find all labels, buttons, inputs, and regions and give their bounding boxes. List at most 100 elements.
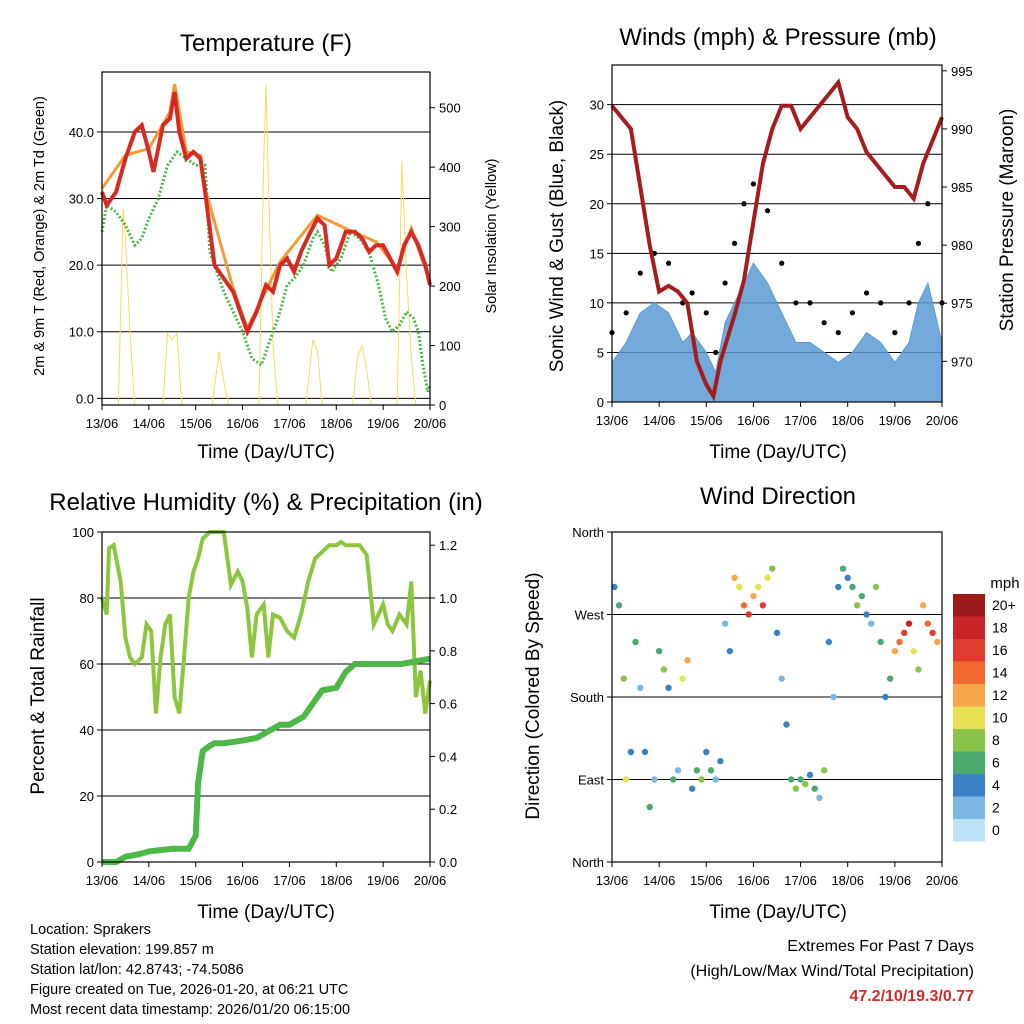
temp-xtick-label: 14/06 (133, 416, 166, 431)
direction-point (717, 757, 724, 765)
dir-xtick-label: 13/06 (596, 873, 629, 888)
direction-point (802, 780, 809, 788)
winds-title: Winds (mph) & Pressure (mb) (619, 24, 936, 51)
rh-xtick-label: 16/06 (226, 873, 259, 888)
direction-point (858, 592, 866, 600)
rh-xtick-label: 14/06 (133, 873, 166, 888)
winds-ylabel-left: Sonic Wind & Gust (Blue, Black) (547, 100, 568, 372)
temp-ytick-right-label: 100 (439, 339, 461, 354)
direction-point (693, 767, 701, 774)
temp-xtick-label: 15/06 (179, 416, 212, 431)
direction-point (688, 785, 696, 792)
rh-ytick-right-label: 0.4 (439, 749, 457, 764)
rh-ytick-label: 100 (72, 525, 94, 540)
direction-point (806, 771, 814, 779)
temperature-ylabel-left: 2m & 9m T (Red, Orange) & 2m Td (Green) (32, 96, 48, 376)
legend-label: 10 (992, 710, 1008, 726)
rh-xtick-label: 13/06 (86, 873, 119, 888)
legend-swatch (953, 639, 985, 662)
dir-ytick-label: South (570, 690, 604, 705)
wind-xtick-label: 14/06 (643, 413, 676, 428)
legend-swatch (953, 594, 985, 617)
direction-point (698, 776, 705, 783)
rh-xtick-label: 20/06 (414, 873, 447, 888)
direction-point (731, 574, 738, 582)
rh-xtick-label: 15/06 (179, 873, 212, 888)
dir-xtick-label: 15/06 (690, 873, 723, 888)
dir-frame (611, 531, 943, 863)
direction-point (670, 776, 677, 783)
legend-swatch (953, 729, 985, 752)
rh-ytick-right-label: 0.6 (439, 697, 457, 712)
direction-point (773, 629, 781, 637)
legend-swatch (953, 661, 985, 684)
wind-ytick-right-label: 975 (951, 296, 973, 311)
gust-point (637, 270, 643, 276)
direction-point (622, 776, 630, 783)
legend-swatch (953, 774, 985, 797)
wind-frame (611, 64, 943, 403)
direction-point (901, 629, 908, 637)
direction-point (882, 693, 889, 701)
winds-ylabel-right: Station Pressure (Maroon) (997, 109, 1018, 332)
winds-xlabel: Time (Day/UTC) (709, 442, 847, 463)
rh-ytick-right-label: 1.2 (439, 538, 457, 553)
direction-point (891, 647, 899, 655)
dir-xtick-label: 19/06 (879, 873, 912, 888)
temp-ytick-right-label: 400 (439, 160, 461, 175)
gust-point (849, 310, 856, 316)
gust-point (863, 290, 870, 296)
temp-ytick-right-label: 200 (439, 279, 461, 294)
temp-ytick-right-label: 0 (439, 398, 446, 413)
direction-point (632, 638, 639, 646)
gust-point (680, 300, 686, 306)
wind-ytick-right-label: 995 (951, 64, 973, 79)
sonic-wind-area (611, 262, 943, 403)
direction-xlabel: Time (Day/UTC) (709, 902, 847, 923)
gust-point (651, 250, 658, 256)
rh-ytick-right-label: 1.0 (439, 591, 457, 606)
legend-label: 18 (992, 620, 1008, 636)
extremes-values: 47.2/10/19.3/0.77 (849, 988, 974, 1005)
gust-point (623, 310, 629, 316)
direction-point (783, 721, 790, 728)
gust-point (750, 181, 757, 187)
extremes-subheading: (High/Low/Max Wind/Total Precipitation) (690, 963, 974, 980)
dir-ytick-label: West (575, 608, 605, 623)
direction-point (620, 675, 627, 682)
legend-label: 0 (992, 822, 1000, 838)
direction-point (736, 583, 743, 591)
direction-point (754, 583, 762, 591)
dir-xtick-label: 16/06 (737, 873, 770, 888)
rh-ytick-right-label: 0.0 (439, 855, 457, 870)
rh-xtick-label: 17/06 (273, 873, 306, 888)
legend-swatch (953, 796, 985, 819)
direction-point (849, 583, 856, 591)
wind-xtick-label: 20/06 (926, 413, 959, 428)
direction-point (721, 620, 729, 627)
legend-label: 12 (992, 687, 1008, 703)
gust-point (703, 310, 709, 316)
direction-point (759, 602, 767, 609)
dir-xtick-label: 18/06 (831, 873, 864, 888)
legend-label: 14 (992, 665, 1008, 681)
direction-point (627, 748, 635, 756)
wind-ytick-right-label: 990 (951, 122, 973, 137)
temp-2m-line (100, 91, 432, 337)
direction-point (646, 803, 653, 811)
rh-ytick-label: 60 (80, 657, 94, 672)
temp-ytick-label: 0.0 (76, 391, 94, 406)
extremes-box: Extremes For Past 7 Days (High/Low/Max W… (690, 934, 974, 1009)
legend-swatch (953, 684, 985, 707)
temp-xtick-label: 18/06 (320, 416, 353, 431)
legend-swatch (953, 819, 985, 842)
direction-point (615, 602, 623, 609)
legend-swatch (953, 751, 985, 774)
direction-point (811, 785, 818, 792)
gust-point (878, 300, 884, 306)
temperature-title: Temperature (F) (180, 30, 352, 57)
direction-point (797, 776, 804, 783)
